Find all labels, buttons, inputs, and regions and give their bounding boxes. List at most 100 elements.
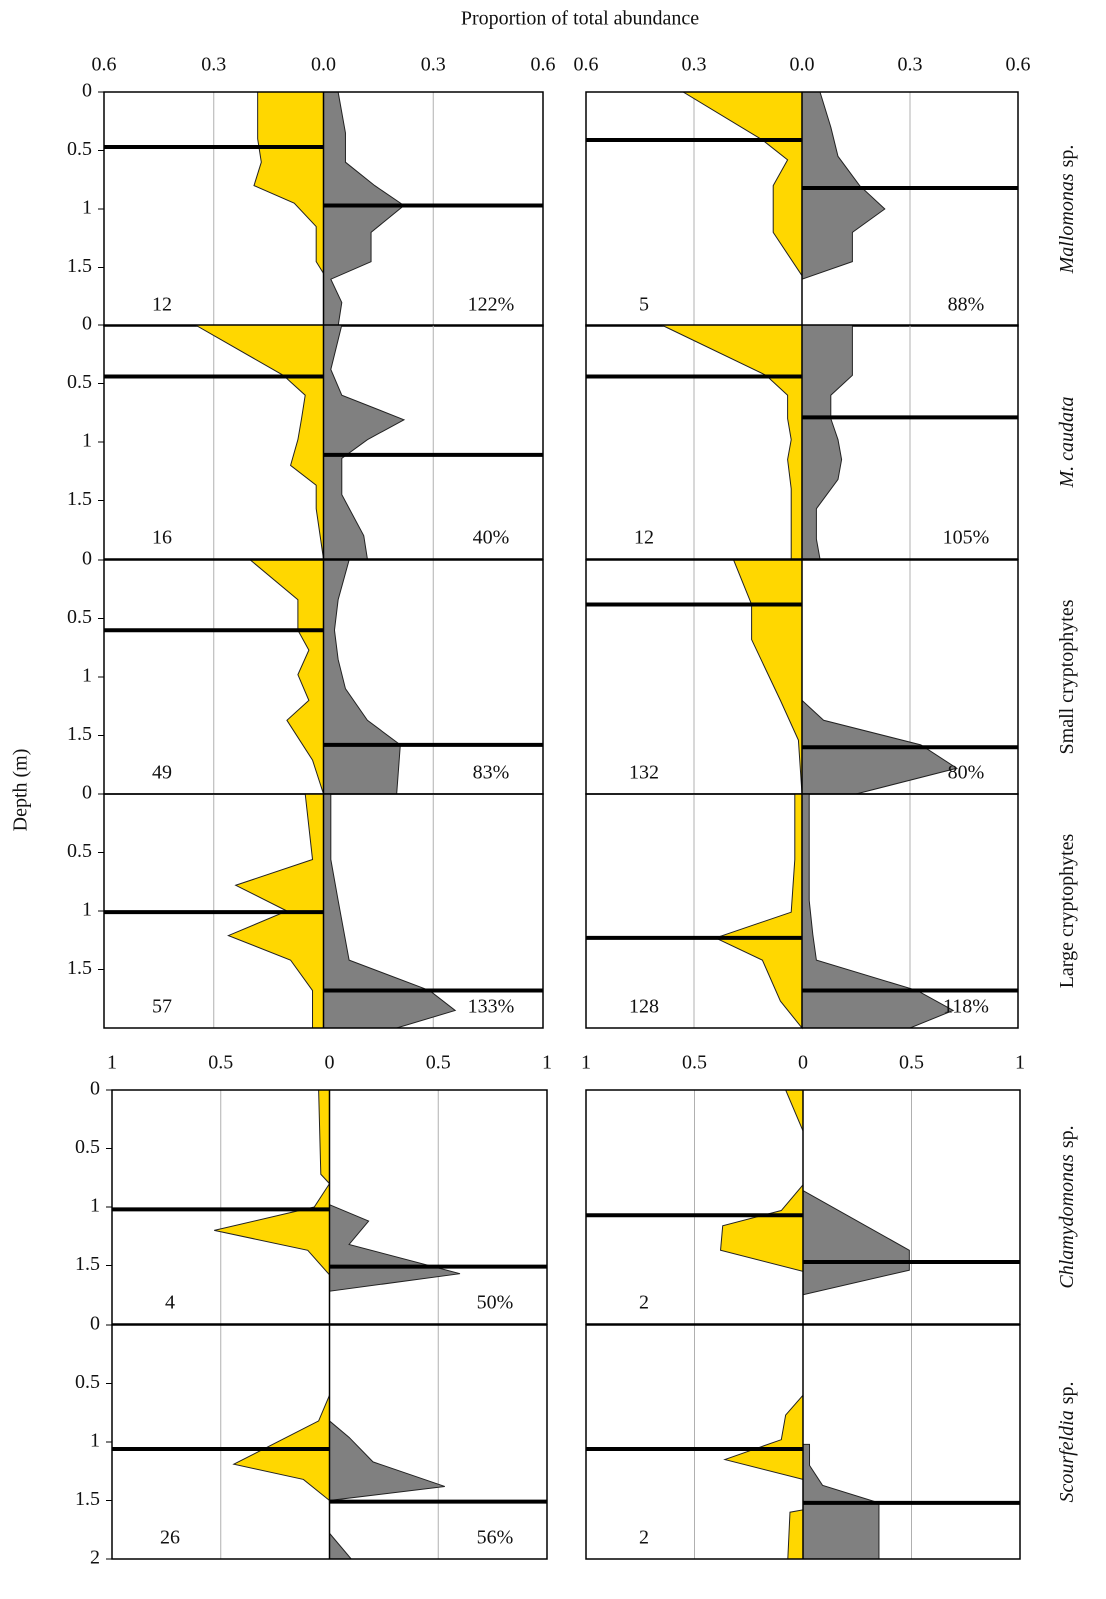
percent-label: 40%	[473, 527, 510, 549]
y-tick-label: 0.5	[75, 1136, 100, 1158]
count-label: 2	[639, 1527, 649, 1549]
profile-area	[253, 91, 324, 276]
profile-area	[801, 324, 853, 560]
y-tick-label: 0	[82, 313, 92, 335]
y-tick-label: 0.5	[67, 371, 92, 393]
count-label: 2	[639, 1292, 649, 1314]
y-tick-label: 1	[82, 665, 92, 687]
panel-frame	[103, 324, 544, 560]
percent-label: 83%	[473, 762, 510, 784]
x-tick-label: 0.5	[426, 1052, 451, 1074]
profile-area	[323, 559, 401, 795]
y-tick-label: 0.5	[67, 840, 92, 862]
count-label: 12	[634, 527, 654, 549]
row-label: M. caudata	[1056, 396, 1078, 488]
panel-frame	[585, 324, 1019, 560]
percent-label: 56%	[477, 1527, 514, 1549]
row-label-part: sp.	[1056, 145, 1078, 168]
x-tick-label: 0	[325, 1052, 335, 1074]
profile-area	[661, 324, 803, 560]
profile-area	[323, 324, 406, 560]
y-axis-title: Depth (m)	[10, 749, 32, 832]
profile-area	[193, 324, 324, 560]
panel-frame	[585, 1089, 1021, 1325]
percent-label: 133%	[468, 996, 515, 1018]
row-label-part: Chlamydomonas	[1056, 1154, 1078, 1289]
y-tick-label: 1	[82, 197, 92, 219]
y-tick-label: 1	[90, 1430, 100, 1452]
percent-label: 50%	[477, 1292, 514, 1314]
x-tick-label: 0.0	[311, 54, 336, 76]
x-tick-label: 1	[107, 1052, 117, 1074]
x-tick-label: 1	[542, 1052, 552, 1074]
x-tick-label: 0.6	[1006, 54, 1031, 76]
y-tick-label: 1	[82, 430, 92, 452]
y-tick-label: 0.5	[75, 1371, 100, 1393]
y-tick-label: 0	[90, 1078, 100, 1100]
y-tick-label: 0	[90, 1313, 100, 1335]
row-label: Scourfeldia sp.	[1056, 1381, 1078, 1502]
x-tick-label: 0.3	[421, 54, 446, 76]
profile-area	[732, 559, 803, 795]
y-tick-label: 1	[90, 1195, 100, 1217]
count-label: 26	[160, 1527, 180, 1549]
y-tick-label: 0.5	[67, 138, 92, 160]
count-label: 49	[152, 762, 172, 784]
row-label-part: Small cryptophytes	[1056, 599, 1078, 754]
y-tick-label: 1.5	[67, 488, 92, 510]
x-tick-label: 0.5	[899, 1052, 924, 1074]
profile-area	[801, 91, 886, 280]
profile-area	[214, 1089, 331, 1277]
panel-frame	[585, 1324, 1021, 1560]
x-tick-label: 0.5	[208, 1052, 233, 1074]
x-tick-label: 0.0	[790, 54, 815, 76]
y-tick-label: 2	[90, 1547, 100, 1569]
y-tick-label: 1	[82, 899, 92, 921]
row-label-part: M. caudata	[1056, 396, 1078, 488]
panel-frame	[111, 1089, 548, 1325]
row-label: Mallomonas sp.	[1056, 145, 1078, 275]
row-label-part: sp.	[1056, 1125, 1078, 1148]
profile-area	[720, 1089, 804, 1272]
profile-area	[723, 1393, 804, 1560]
row-label: Small cryptophytes	[1056, 599, 1078, 754]
profile-area	[323, 91, 405, 327]
panel-frame	[585, 793, 1019, 1029]
row-label: Chlamydomonas sp.	[1056, 1125, 1078, 1288]
percent-label: 118%	[943, 996, 989, 1018]
y-tick-label: 1.5	[67, 723, 92, 745]
x-tick-label: 0.3	[201, 54, 226, 76]
profile-area	[329, 1419, 445, 1560]
count-label: 57	[152, 996, 172, 1018]
x-tick-label: 0.5	[682, 1052, 707, 1074]
x-tick-label: 0.6	[92, 54, 117, 76]
row-label-part: Scourfeldia	[1056, 1410, 1078, 1502]
profile-area	[802, 1189, 910, 1296]
x-axis-title: Proportion of total abundance	[461, 8, 699, 30]
y-tick-label: 1.5	[75, 1253, 100, 1275]
y-tick-label: 0	[82, 80, 92, 102]
x-tick-label: 0.6	[574, 54, 599, 76]
count-label: 16	[152, 527, 172, 549]
count-label: 128	[629, 996, 659, 1018]
x-tick-label: 0	[798, 1052, 808, 1074]
y-tick-label: 0.5	[67, 606, 92, 628]
percent-label: 122%	[468, 294, 515, 316]
panel-frame	[103, 793, 544, 1029]
x-tick-label: 0.3	[898, 54, 923, 76]
y-tick-label: 1.5	[67, 255, 92, 277]
y-tick-label: 0	[82, 548, 92, 570]
row-label-part: Large cryptophytes	[1056, 834, 1078, 989]
row-label-part: sp.	[1056, 1381, 1078, 1404]
x-tick-label: 1	[1015, 1052, 1025, 1074]
x-tick-label: 0.6	[531, 54, 556, 76]
count-label: 12	[152, 294, 172, 316]
x-tick-label: 1	[581, 1052, 591, 1074]
profile-area	[801, 793, 955, 1029]
percent-label: 80%	[948, 762, 985, 784]
percent-label: 105%	[943, 527, 990, 549]
count-label: 4	[165, 1292, 175, 1314]
row-label: Large cryptophytes	[1056, 834, 1078, 989]
count-label: 5	[639, 294, 649, 316]
